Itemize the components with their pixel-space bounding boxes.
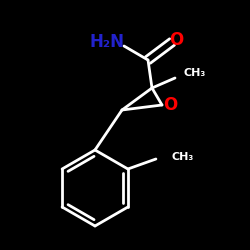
Text: H₂N: H₂N <box>90 33 124 51</box>
Text: O: O <box>163 96 177 114</box>
Text: CH₃: CH₃ <box>183 68 205 78</box>
Text: CH₃: CH₃ <box>172 152 194 162</box>
Text: O: O <box>169 31 183 49</box>
